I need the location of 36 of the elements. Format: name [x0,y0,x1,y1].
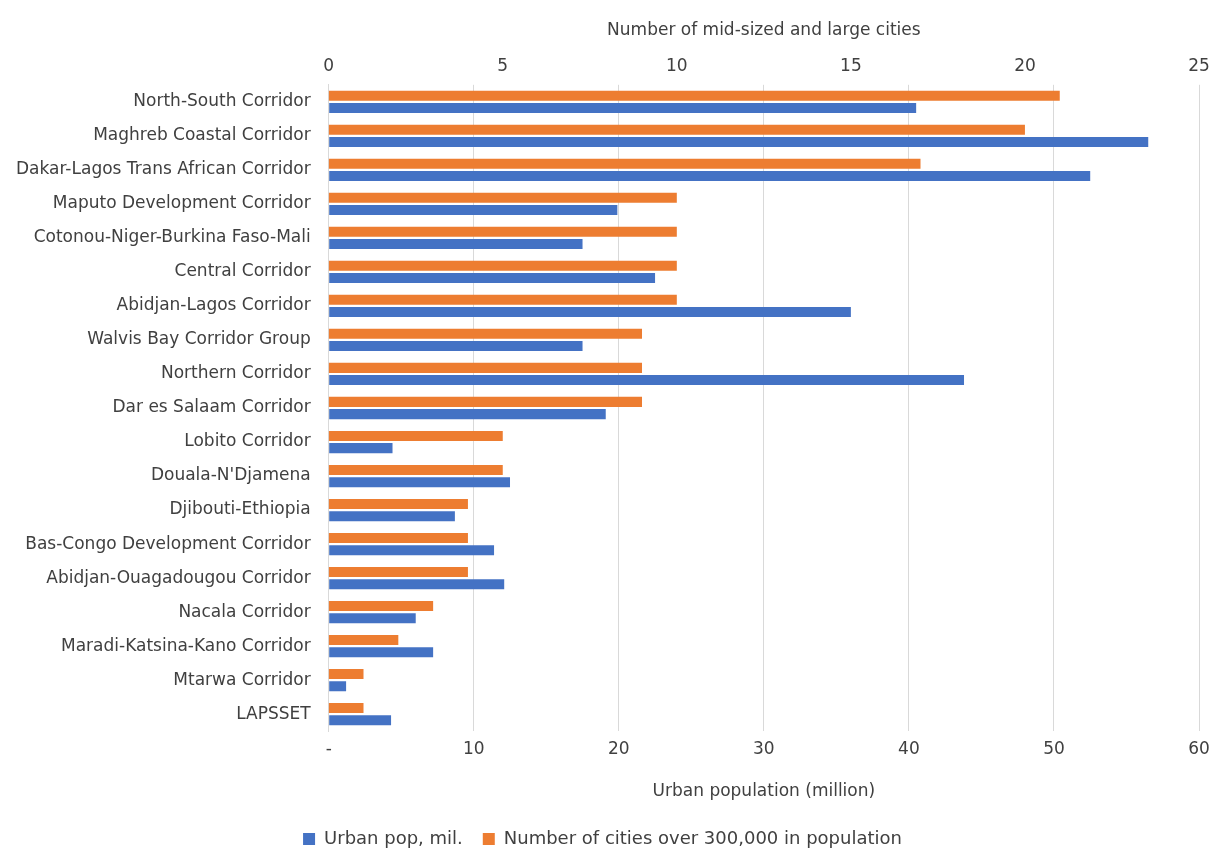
x2-tick-label: 0 [323,55,335,76]
y-tick-label: LAPSSET [236,702,312,723]
y-tick-label: Central Corridor [174,260,311,281]
y-tick-label: Abidjan-Lagos Corridor [116,294,311,315]
y-tick-label: Djibouti-Ethiopia [169,498,311,519]
x-tick-label: - [325,737,332,758]
x-tick-label: 10 [462,737,485,758]
x2-tick-label: 15 [840,55,862,76]
y-tick-label: Maghreb Coastal Corridor [93,124,311,145]
x-tick-label: 60 [1188,737,1210,758]
y-tick-label: Mtarwa Corridor [173,668,311,689]
x2-axis-title: Number of mid-sized and large cities [607,18,921,39]
x-tick-label: 40 [898,737,920,758]
y-tick-label: North-South Corridor [133,90,311,111]
y-tick-label: Maradi-Katsina-Kano Corridor [61,634,311,655]
y-tick-label: Douala-N'Djamena [150,464,311,485]
x-tick-label: 50 [1043,737,1065,758]
y-tick-label: Maputo Development Corridor [52,192,311,213]
x-axis-title: Urban population (million) [652,780,876,801]
legend-label: Number of cities over 300,000 in population [503,826,902,848]
x2-tick-label: 10 [666,55,688,76]
legend-label: Urban pop, mil. [324,826,463,848]
y-tick-label: Dakar-Lagos Trans African Corridor [15,158,311,179]
y-tick-label: Nacala Corridor [178,600,311,621]
x2-tick-label: 25 [1188,55,1210,76]
y-tick-label: Walvis Bay Corridor Group [87,328,311,349]
y-tick-label: Abidjan-Ouagadougou Corridor [46,566,311,587]
y-tick-label: Dar es Salaam Corridor [112,396,311,417]
x-tick-label: 30 [753,737,775,758]
x-tick-label: 20 [607,737,630,758]
x2-tick-label: 20 [1014,55,1036,76]
x2-tick-label: 5 [497,55,509,76]
y-tick-label: Bas-Congo Development Corridor [25,532,311,553]
y-tick-label: Northern Corridor [160,362,311,383]
y-tick-label: Lobito Corridor [184,430,311,451]
y-tick-label: Cotonou-Niger-Burkina Faso-Mali [33,226,311,247]
